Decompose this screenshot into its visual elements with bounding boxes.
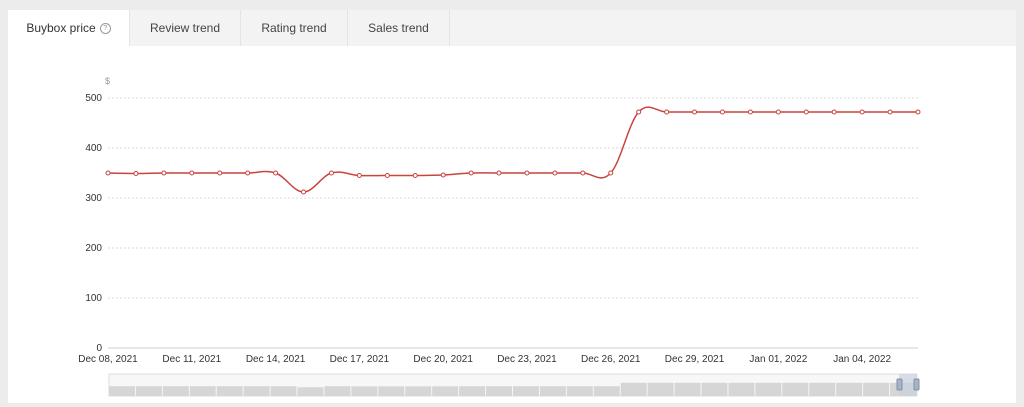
chart-panel: Buybox price ? Review trend Rating trend…: [8, 10, 1016, 403]
navigator-bar: [135, 386, 162, 396]
data-point[interactable]: [608, 170, 614, 176]
x-axis-ticks: Dec 08, 2021 Dec 11, 2021 Dec 14, 2021 Dec …: [78, 354, 891, 365]
navigator-bar: [539, 386, 566, 396]
data-point[interactable]: [217, 170, 223, 176]
x-tick-label: Dec 23, 2021: [497, 354, 557, 365]
data-point[interactable]: [412, 173, 418, 178]
data-point[interactable]: [328, 170, 334, 176]
x-tick-label: Jan 04, 2022: [833, 354, 891, 365]
data-point[interactable]: [859, 109, 865, 115]
tab-review-trend[interactable]: Review trend: [130, 10, 241, 46]
tab-label: Sales trend: [368, 21, 429, 35]
data-point[interactable]: [887, 109, 893, 115]
data-point[interactable]: [161, 170, 167, 176]
data-point[interactable]: [105, 170, 111, 176]
navigator-bar: [189, 386, 216, 396]
navigator-bar: [270, 386, 297, 396]
data-point[interactable]: [915, 109, 921, 115]
navigator-bar: [782, 382, 809, 396]
data-point[interactable]: [524, 170, 530, 176]
y-tick-label: 400: [85, 143, 102, 154]
series-line: [107, 106, 918, 193]
x-tick-label: Jan 01, 2022: [749, 354, 807, 365]
tab-bar: Buybox price ? Review trend Rating trend…: [8, 10, 1016, 46]
navigator-bar: [297, 387, 324, 396]
x-tick-label: Dec 11, 2021: [162, 354, 221, 365]
x-tick-label: Dec 26, 2021: [581, 354, 641, 365]
data-point[interactable]: [831, 109, 837, 115]
data-point[interactable]: [719, 109, 725, 115]
navigator-bar: [674, 382, 701, 396]
x-tick-label: Dec 17, 2021: [330, 354, 390, 365]
data-point[interactable]: [552, 170, 558, 176]
data-point[interactable]: [692, 109, 698, 115]
y-axis-unit-label: $: [105, 76, 110, 86]
navigator-bar: [566, 386, 593, 396]
navigator-bar: [647, 382, 674, 396]
help-circle-icon[interactable]: ?: [99, 22, 111, 34]
tab-sales-trend[interactable]: Sales trend: [348, 10, 450, 46]
navigator-bar: [351, 386, 378, 396]
data-point[interactable]: [636, 109, 642, 115]
y-tick-label: 100: [85, 293, 102, 304]
navigator-bar: [162, 386, 189, 396]
navigator-bar: [109, 386, 135, 396]
y-tick-label: 300: [85, 193, 102, 204]
grid-lines: [108, 97, 918, 349]
navigator-bar: [459, 386, 486, 396]
tab-label: Buybox price: [26, 21, 96, 35]
navigator-bar: [620, 382, 647, 396]
navigator-bar: [728, 382, 755, 396]
data-point[interactable]: [245, 170, 251, 176]
x-tick-label: Dec 08, 2021: [78, 354, 138, 365]
price-line-chart: $ 0 100 200 300 400 500 Dec 08, 2021 Dec 11, 2…: [78, 76, 921, 397]
data-points: [105, 109, 921, 195]
data-point[interactable]: [747, 109, 753, 115]
navigator-bar: [513, 386, 539, 396]
data-point[interactable]: [440, 172, 446, 178]
y-tick-label: 500: [85, 93, 102, 104]
data-point[interactable]: [468, 170, 474, 176]
navigator-selection[interactable]: [899, 374, 917, 396]
x-tick-label: Dec 14, 2021: [246, 354, 306, 365]
navigator-bar: [836, 382, 863, 396]
data-point[interactable]: [189, 170, 195, 176]
data-point[interactable]: [384, 173, 390, 178]
tab-label: Rating trend: [261, 21, 327, 35]
data-point[interactable]: [496, 170, 502, 176]
navigator-bar: [809, 382, 836, 396]
navigator-right-handle[interactable]: [913, 378, 920, 391]
navigator-bar: [432, 386, 459, 396]
navigator-bar: [243, 386, 270, 396]
data-point[interactable]: [273, 170, 279, 176]
navigator-bar: [593, 386, 620, 396]
y-axis-ticks: 0 100 200 300 400 500: [85, 93, 102, 354]
navigator-bar: [486, 386, 512, 396]
x-tick-label: Dec 20, 2021: [413, 354, 473, 365]
data-point[interactable]: [803, 109, 809, 115]
data-point[interactable]: [301, 189, 307, 195]
navigator-bar: [216, 386, 243, 396]
navigator-bar: [755, 382, 782, 396]
data-point[interactable]: [580, 170, 586, 176]
y-tick-label: 0: [96, 343, 102, 354]
tab-rating-trend[interactable]: Rating trend: [241, 10, 348, 46]
y-tick-label: 200: [85, 243, 102, 254]
navigator-left-handle[interactable]: [896, 378, 903, 391]
data-point[interactable]: [664, 109, 670, 115]
navigator-bar: [701, 382, 728, 396]
x-tick-label: Dec 29, 2021: [665, 354, 725, 365]
navigator-bar: [405, 386, 432, 396]
tab-buybox-price[interactable]: Buybox price ?: [8, 10, 130, 46]
data-point[interactable]: [356, 173, 362, 178]
tab-label: Review trend: [149, 21, 221, 35]
navigator-bar: [863, 382, 890, 396]
data-point[interactable]: [775, 109, 781, 115]
data-point[interactable]: [133, 171, 139, 176]
range-navigator[interactable]: [108, 373, 920, 397]
navigator-bar: [324, 386, 351, 396]
navigator-bar: [378, 386, 405, 396]
